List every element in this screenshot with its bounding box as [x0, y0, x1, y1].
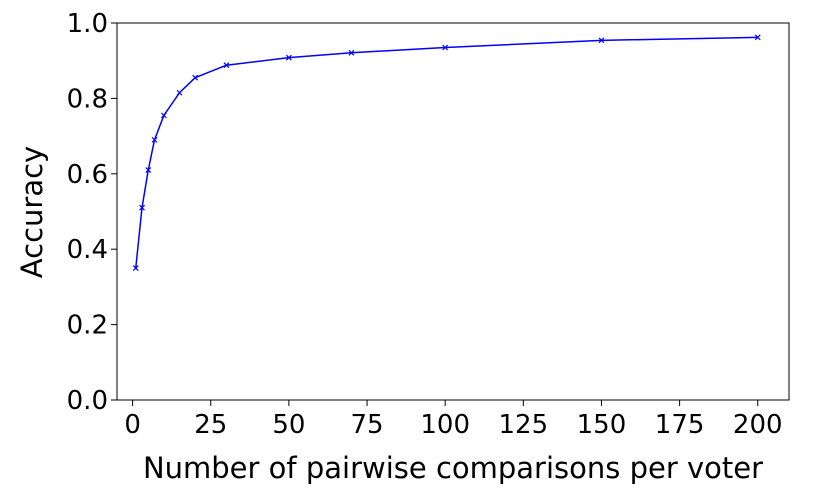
x-tick-label: 150: [577, 410, 627, 440]
marker-stroke: [160, 112, 167, 119]
y-tick-label: 0.0: [67, 386, 108, 416]
y-tick-label: 0.8: [67, 84, 108, 114]
y-tick-label: 0.2: [67, 311, 108, 341]
y-tick-label: 1.0: [67, 9, 108, 39]
x-axis-label: Number of pairwise comparisons per voter: [143, 451, 763, 485]
y-tick-label: 0.6: [67, 160, 108, 190]
data-point-marker: [160, 112, 167, 119]
data-point-marker: [145, 167, 152, 173]
marker-stroke: [151, 136, 158, 143]
x-tick-label: 125: [499, 410, 549, 440]
data-point-marker: [754, 34, 761, 41]
marker-stroke: [285, 54, 292, 61]
data-point-marker: [348, 49, 355, 56]
data-point-marker: [192, 74, 199, 81]
data-point-marker: [598, 37, 605, 44]
data-point-marker: [176, 89, 183, 96]
marker-stroke: [442, 44, 449, 51]
x-tick-label: 75: [350, 410, 383, 440]
data-point-marker: [223, 62, 230, 69]
x-axis-ticks: 0 25 50 75 100 125 150 175 200: [124, 400, 783, 440]
marker-stroke: [145, 167, 152, 173]
data-point-marker: [139, 204, 145, 211]
x-tick-label: 0: [124, 410, 141, 440]
x-tick-label: 175: [655, 410, 705, 440]
marker-stroke: [139, 204, 145, 211]
plot-area: [116, 22, 790, 401]
marker-stroke: [598, 37, 605, 44]
marker-stroke: [132, 265, 139, 271]
x-tick-label: 50: [272, 410, 305, 440]
data-point-marker: [132, 265, 139, 271]
y-axis-label: Accuracy: [15, 146, 49, 278]
data-point-marker: [285, 54, 292, 61]
data-point-marker: [442, 44, 449, 51]
data-point-marker: [151, 136, 158, 143]
marker-stroke: [348, 49, 355, 56]
x-tick-label: 200: [733, 410, 783, 440]
marker-stroke: [176, 89, 183, 96]
marker-stroke: [223, 62, 230, 69]
x-tick-label: 100: [420, 410, 470, 440]
series-layer: [132, 34, 761, 271]
y-tick-label: 0.4: [67, 235, 108, 265]
marker-stroke: [192, 74, 199, 81]
marker-stroke: [754, 34, 761, 41]
y-axis-ticks: 0.0 0.2 0.4 0.6 0.8 1.0: [67, 9, 117, 416]
x-tick-label: 25: [194, 410, 227, 440]
